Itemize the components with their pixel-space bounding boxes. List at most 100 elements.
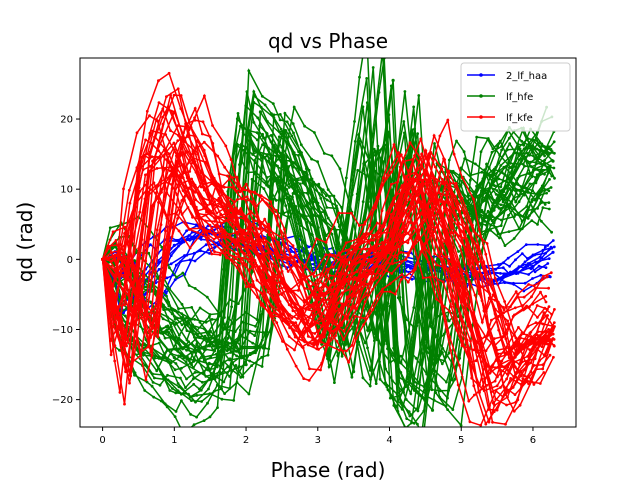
data-point: [532, 383, 536, 386]
data-point: [331, 246, 335, 250]
data-point: [552, 355, 555, 359]
data-point: [130, 306, 133, 310]
data-point: [374, 312, 377, 316]
data-point: [292, 258, 296, 261]
data-point: [514, 400, 518, 404]
data-point: [193, 350, 197, 354]
data-point: [177, 244, 180, 248]
data-point: [374, 382, 378, 385]
legend-label: 2_lf_haa: [506, 71, 547, 82]
data-point: [202, 140, 206, 144]
data-point: [165, 294, 168, 298]
data-point: [371, 287, 375, 291]
data-point: [341, 255, 345, 259]
data-point: [540, 219, 543, 223]
data-point: [168, 174, 172, 178]
data-point: [453, 231, 457, 234]
data-point: [501, 305, 505, 309]
data-point: [198, 225, 202, 229]
data-point: [174, 410, 178, 413]
data-point: [239, 207, 243, 210]
data-point: [163, 375, 167, 379]
data-point: [197, 335, 200, 338]
data-point: [186, 320, 189, 324]
data-point: [375, 338, 379, 342]
data-point: [208, 377, 212, 381]
data-point: [552, 140, 556, 144]
data-point: [211, 124, 214, 127]
data-point: [205, 295, 209, 299]
data-point: [261, 302, 265, 306]
data-point: [335, 339, 339, 343]
data-point: [298, 245, 302, 249]
data-point: [463, 157, 467, 161]
data-point: [406, 252, 410, 255]
data-point: [509, 305, 512, 309]
data-point: [426, 224, 430, 228]
data-point: [393, 292, 397, 296]
data-point: [407, 410, 411, 414]
data-point: [188, 228, 191, 231]
data-point: [200, 400, 204, 403]
data-point: [157, 281, 161, 284]
data-point: [286, 270, 290, 273]
data-point: [318, 234, 321, 238]
data-point: [528, 305, 531, 309]
data-point: [465, 238, 469, 242]
data-point: [361, 376, 365, 380]
data-point: [176, 389, 180, 393]
data-point: [123, 402, 126, 406]
data-point: [165, 95, 168, 98]
data-point: [553, 308, 556, 311]
data-point: [456, 305, 460, 309]
data-point: [297, 154, 300, 157]
data-point: [174, 263, 178, 267]
data-point: [253, 149, 257, 153]
data-point: [452, 152, 456, 156]
data-point: [223, 252, 227, 256]
data-point: [438, 395, 442, 399]
data-point: [523, 368, 526, 372]
data-point: [475, 350, 478, 353]
data-point: [119, 344, 123, 348]
data-point: [299, 168, 302, 172]
data-point: [298, 260, 301, 264]
data-point: [316, 287, 320, 291]
data-point: [406, 178, 410, 181]
data-point: [504, 422, 507, 426]
data-point: [277, 157, 281, 161]
data-point: [209, 329, 212, 333]
data-point: [445, 380, 448, 384]
data-point: [355, 244, 358, 248]
data-point: [410, 202, 414, 206]
data-point: [219, 242, 223, 246]
data-point: [319, 368, 322, 372]
data-point: [367, 248, 371, 252]
data-point: [348, 242, 351, 246]
data-point: [145, 180, 149, 184]
data-point: [306, 343, 310, 347]
data-point: [367, 329, 371, 332]
data-point: [179, 136, 183, 139]
data-point: [500, 148, 503, 152]
data-point: [172, 243, 176, 247]
data-point: [106, 256, 110, 260]
legend: 2_lf_haa lf_hfe lf_kfe: [460, 62, 571, 132]
data-point: [435, 297, 438, 301]
data-point: [199, 185, 203, 189]
data-point: [408, 414, 412, 418]
data-point: [128, 381, 131, 385]
data-point: [165, 328, 169, 332]
data-point: [536, 157, 540, 161]
data-point: [365, 269, 369, 273]
data-point: [199, 249, 202, 253]
data-point: [531, 144, 535, 148]
data-point: [364, 247, 368, 251]
data-point: [200, 171, 204, 174]
data-point: [185, 186, 189, 190]
data-point: [111, 230, 115, 234]
data-point: [291, 122, 295, 126]
data-point: [158, 155, 162, 159]
data-point: [392, 346, 395, 350]
data-point: [258, 265, 261, 268]
